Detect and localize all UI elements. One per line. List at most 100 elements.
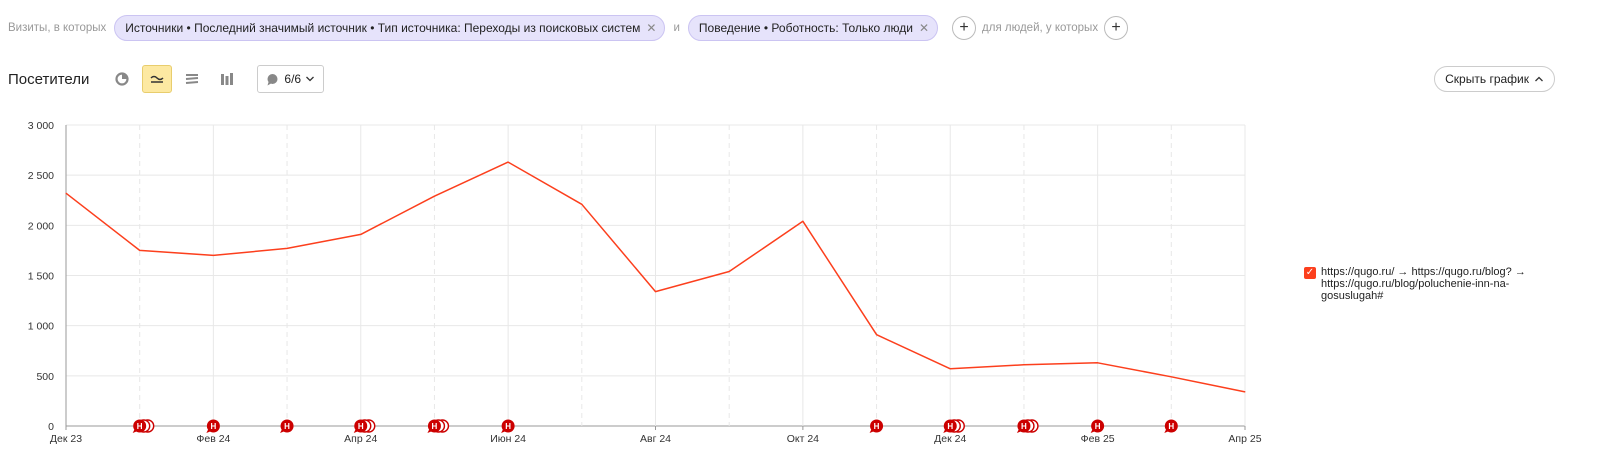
data-point[interactable] xyxy=(655,291,656,293)
close-icon[interactable]: ✕ xyxy=(646,21,657,35)
data-point[interactable] xyxy=(802,220,804,222)
data-point[interactable] xyxy=(286,247,288,249)
data-point[interactable] xyxy=(876,334,878,336)
note-tail xyxy=(280,429,286,433)
note-tail xyxy=(1164,429,1170,433)
note-letter: Н xyxy=(874,422,880,431)
note-letter: Н xyxy=(432,422,438,431)
filter-segment-source[interactable]: Источники • Последний значимый источник … xyxy=(114,15,666,41)
data-point[interactable] xyxy=(1023,364,1025,366)
y-tick-label: 3 000 xyxy=(28,120,54,132)
view-line-button[interactable] xyxy=(142,65,173,93)
add-people-condition-button[interactable]: + xyxy=(1104,16,1129,40)
y-tick-label: 2 500 xyxy=(28,170,54,182)
visitors-line-chart: Н Н Н Н Н Н Н Н Н Н Н 0 500 1 000 1 500 2 000 2 500 3 00… xyxy=(28,120,1262,445)
x-tick-label: Апр 24 xyxy=(344,433,377,445)
legend-series-label: https://qugo.ru/ → https://qugo.ru/blog?… xyxy=(1321,266,1526,302)
note-letter: Н xyxy=(284,422,290,431)
note-icon xyxy=(354,419,368,433)
note-icon xyxy=(427,419,441,433)
note-marker[interactable]: Н xyxy=(943,419,965,434)
y-tick-label: 2 000 xyxy=(28,220,54,232)
data-point[interactable] xyxy=(507,161,509,163)
chart-title: Посетители xyxy=(8,70,90,88)
note-icon xyxy=(280,419,294,433)
y-tick-label: 500 xyxy=(36,371,54,383)
note-icon xyxy=(501,419,515,433)
data-point[interactable] xyxy=(139,249,141,251)
note-marker[interactable]: Н xyxy=(1090,419,1105,434)
note-icon xyxy=(1017,419,1031,433)
note-marker[interactable]: Н xyxy=(353,419,376,434)
x-tick-label: Фев 24 xyxy=(196,433,230,445)
note-letter: Н xyxy=(210,422,216,431)
note-marker[interactable]: Н xyxy=(206,419,220,434)
note-icon xyxy=(1164,419,1178,433)
note-marker[interactable]: Н xyxy=(280,419,294,434)
note-marker[interactable]: Н xyxy=(501,419,515,434)
bar-chart-icon xyxy=(221,73,234,85)
view-pie-button[interactable] xyxy=(107,65,137,93)
filter-segment-behavior-label: Поведение • Роботность: Только люди xyxy=(698,21,913,35)
note-marker[interactable]: Н xyxy=(1016,419,1039,434)
data-point[interactable] xyxy=(65,192,67,194)
data-point[interactable] xyxy=(1244,391,1246,393)
y-tick-label: 0 xyxy=(48,421,54,433)
note-tail xyxy=(943,429,949,433)
y-tick-label: 1 000 xyxy=(28,321,54,333)
note-letter: Н xyxy=(1168,422,1174,431)
note-marker[interactable]: Н xyxy=(427,419,450,434)
note-marker[interactable]: Н xyxy=(1164,419,1178,434)
data-point[interactable] xyxy=(360,233,362,235)
y-tick-label: 1 500 xyxy=(28,271,54,283)
note-marker[interactable]: Н xyxy=(869,419,884,434)
hide-chart-button[interactable]: Скрыть график xyxy=(1434,66,1555,92)
plus-icon: + xyxy=(959,19,969,36)
hide-chart-label: Скрыть график xyxy=(1445,72,1529,86)
chart-toolbar: Посетители 6/6 xyxy=(8,64,325,94)
data-point[interactable] xyxy=(581,203,583,205)
add-visit-condition-button[interactable]: + xyxy=(952,16,977,40)
x-tick-label: Дек 24 xyxy=(934,433,966,445)
note-icon xyxy=(943,419,957,433)
chart-axis-labels: 0 500 1 000 1 500 2 000 2 500 3 000 Дек 23 Фев 2… xyxy=(28,120,1262,445)
view-bar-button[interactable] xyxy=(212,65,242,93)
note-icon xyxy=(133,419,147,433)
note-marker[interactable]: Н xyxy=(132,419,155,434)
note-icon xyxy=(1091,419,1105,433)
x-tick-label: Фев 25 xyxy=(1081,433,1115,445)
view-area-button[interactable] xyxy=(177,65,207,93)
data-point[interactable] xyxy=(1097,362,1099,364)
note-tail xyxy=(869,429,875,433)
data-point[interactable] xyxy=(212,254,214,256)
data-point[interactable] xyxy=(1170,376,1172,378)
note-icon xyxy=(870,419,884,433)
filter-segment-source-label: Источники • Последний значимый источник … xyxy=(125,21,641,35)
chart-legend: ✓ https://qugo.ru/ → https://qugo.ru/blo… xyxy=(1304,266,1529,302)
segment-filter-bar: Визиты, в которых Источники • Последний … xyxy=(8,15,1134,41)
note-letter: Н xyxy=(947,422,953,431)
x-tick-label: Авг 24 xyxy=(640,433,671,445)
chart-marks xyxy=(65,161,1246,393)
note-tail xyxy=(1016,429,1022,433)
note-tail xyxy=(132,429,138,433)
filter-prefix: Визиты, в которых xyxy=(8,22,107,34)
data-point[interactable] xyxy=(949,368,951,370)
notes-filter-button[interactable]: 6/6 xyxy=(257,65,325,93)
line-chart-icon xyxy=(150,75,164,83)
legend-checkbox[interactable]: ✓ xyxy=(1304,267,1316,279)
note-letter: Н xyxy=(505,422,511,431)
note-letter: Н xyxy=(1095,422,1101,431)
note-letter: Н xyxy=(1021,422,1027,431)
close-icon[interactable]: ✕ xyxy=(918,21,930,35)
x-tick-label: Дек 23 xyxy=(50,433,82,445)
x-tick-label: Апр 25 xyxy=(1228,433,1261,445)
x-tick-label: Июн 24 xyxy=(490,433,526,445)
note-tail xyxy=(206,429,212,433)
plus-icon: + xyxy=(1111,19,1121,36)
people-filter-label: для людей, у которых xyxy=(982,22,1099,34)
filter-segment-behavior[interactable]: Поведение • Роботность: Только люди ✕ xyxy=(687,15,939,41)
data-point[interactable] xyxy=(728,270,730,272)
data-point[interactable] xyxy=(433,195,435,197)
